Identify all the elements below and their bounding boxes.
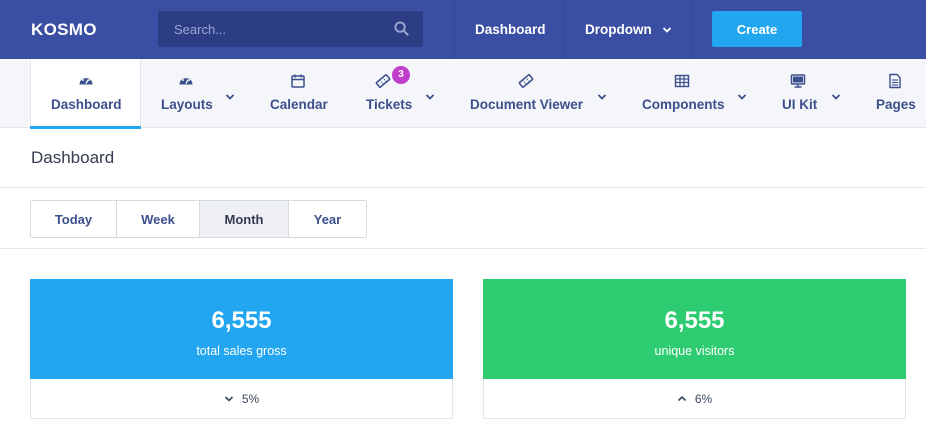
- gauge-icon: [179, 76, 193, 85]
- stat-trend: 5%: [30, 379, 453, 419]
- gauge-icon: [79, 76, 93, 85]
- menu-item-ui-kit[interactable]: UI Kit: [762, 59, 856, 128]
- top-bar: KOSMO Dashboard Dropdown Create: [0, 0, 926, 59]
- top-nav-dropdown[interactable]: Dropdown: [563, 0, 692, 59]
- menu-item-tickets[interactable]: 3 Tickets: [347, 59, 447, 128]
- ticket-icon: [375, 74, 391, 88]
- chevron-down-icon: [225, 94, 235, 100]
- stat-card-visitors: 6,555 unique visitors 6%: [483, 279, 906, 419]
- table-icon: [674, 74, 690, 88]
- range-month-button[interactable]: Month: [200, 201, 289, 237]
- monitor-icon: [790, 74, 806, 88]
- menu-item-document-viewer[interactable]: Document Viewer: [447, 59, 622, 128]
- menu-item-label: Layouts: [161, 97, 213, 112]
- stat-caption: unique visitors: [654, 344, 735, 358]
- chevron-down-icon: [425, 94, 435, 100]
- menu-item-label: Document Viewer: [470, 97, 584, 112]
- range-year-button[interactable]: Year: [289, 201, 366, 237]
- create-button[interactable]: Create: [712, 11, 802, 47]
- top-nav-dashboard-label: Dashboard: [475, 22, 546, 37]
- chevron-down-icon: [831, 94, 841, 100]
- menu-item-label: Tickets: [366, 97, 413, 112]
- ticket-icon: [518, 74, 534, 88]
- chevron-down-icon: [737, 94, 747, 100]
- menu-item-label: Pages: [876, 97, 916, 112]
- menu-item-label: Dashboard: [51, 97, 122, 112]
- search-icon[interactable]: [394, 21, 409, 36]
- range-today-button[interactable]: Today: [31, 201, 117, 237]
- chevron-down-icon: [662, 26, 671, 33]
- stat-card-header: 6,555 unique visitors: [483, 279, 906, 379]
- stat-value: 6,555: [664, 307, 725, 334]
- calendar-icon: [291, 74, 305, 88]
- search-box: [158, 11, 423, 47]
- logo[interactable]: KOSMO: [31, 20, 97, 39]
- menu-item-pages[interactable]: Pages: [856, 59, 926, 128]
- date-range-selector: Today Week Month Year: [30, 200, 367, 238]
- stat-card-sales: 6,555 total sales gross 5%: [30, 279, 453, 419]
- top-nav-dropdown-label: Dropdown: [585, 22, 652, 37]
- menu-item-layouts[interactable]: Layouts: [141, 59, 251, 128]
- stat-value: 6,555: [211, 307, 272, 334]
- stat-trend-value: 5%: [241, 391, 260, 406]
- stat-card-header: 6,555 total sales gross: [30, 279, 453, 379]
- stat-trend-value: 6%: [694, 391, 713, 406]
- menu-item-label: Calendar: [270, 97, 328, 112]
- menu-item-calendar[interactable]: Calendar: [251, 59, 347, 128]
- stat-trend: 6%: [483, 379, 906, 419]
- document-icon: [889, 73, 901, 89]
- chevron-up-icon: [677, 395, 686, 401]
- range-week-button[interactable]: Week: [117, 201, 200, 237]
- search-input[interactable]: [158, 11, 423, 47]
- stat-caption: total sales gross: [196, 344, 287, 358]
- notification-badge: 3: [392, 66, 410, 84]
- menu-item-components[interactable]: Components: [622, 59, 762, 128]
- divider: [0, 248, 926, 249]
- chevron-down-icon: [597, 94, 607, 100]
- menu-item-label: Components: [642, 97, 725, 112]
- menu-item-dashboard[interactable]: Dashboard: [30, 59, 141, 129]
- top-nav-dashboard[interactable]: Dashboard: [454, 0, 563, 59]
- menu-item-label: UI Kit: [782, 97, 818, 112]
- chevron-down-icon: [224, 395, 233, 402]
- divider: [0, 187, 926, 188]
- main-menu: Dashboard Layouts Calendar: [0, 59, 926, 129]
- page-title: Dashboard: [31, 148, 115, 167]
